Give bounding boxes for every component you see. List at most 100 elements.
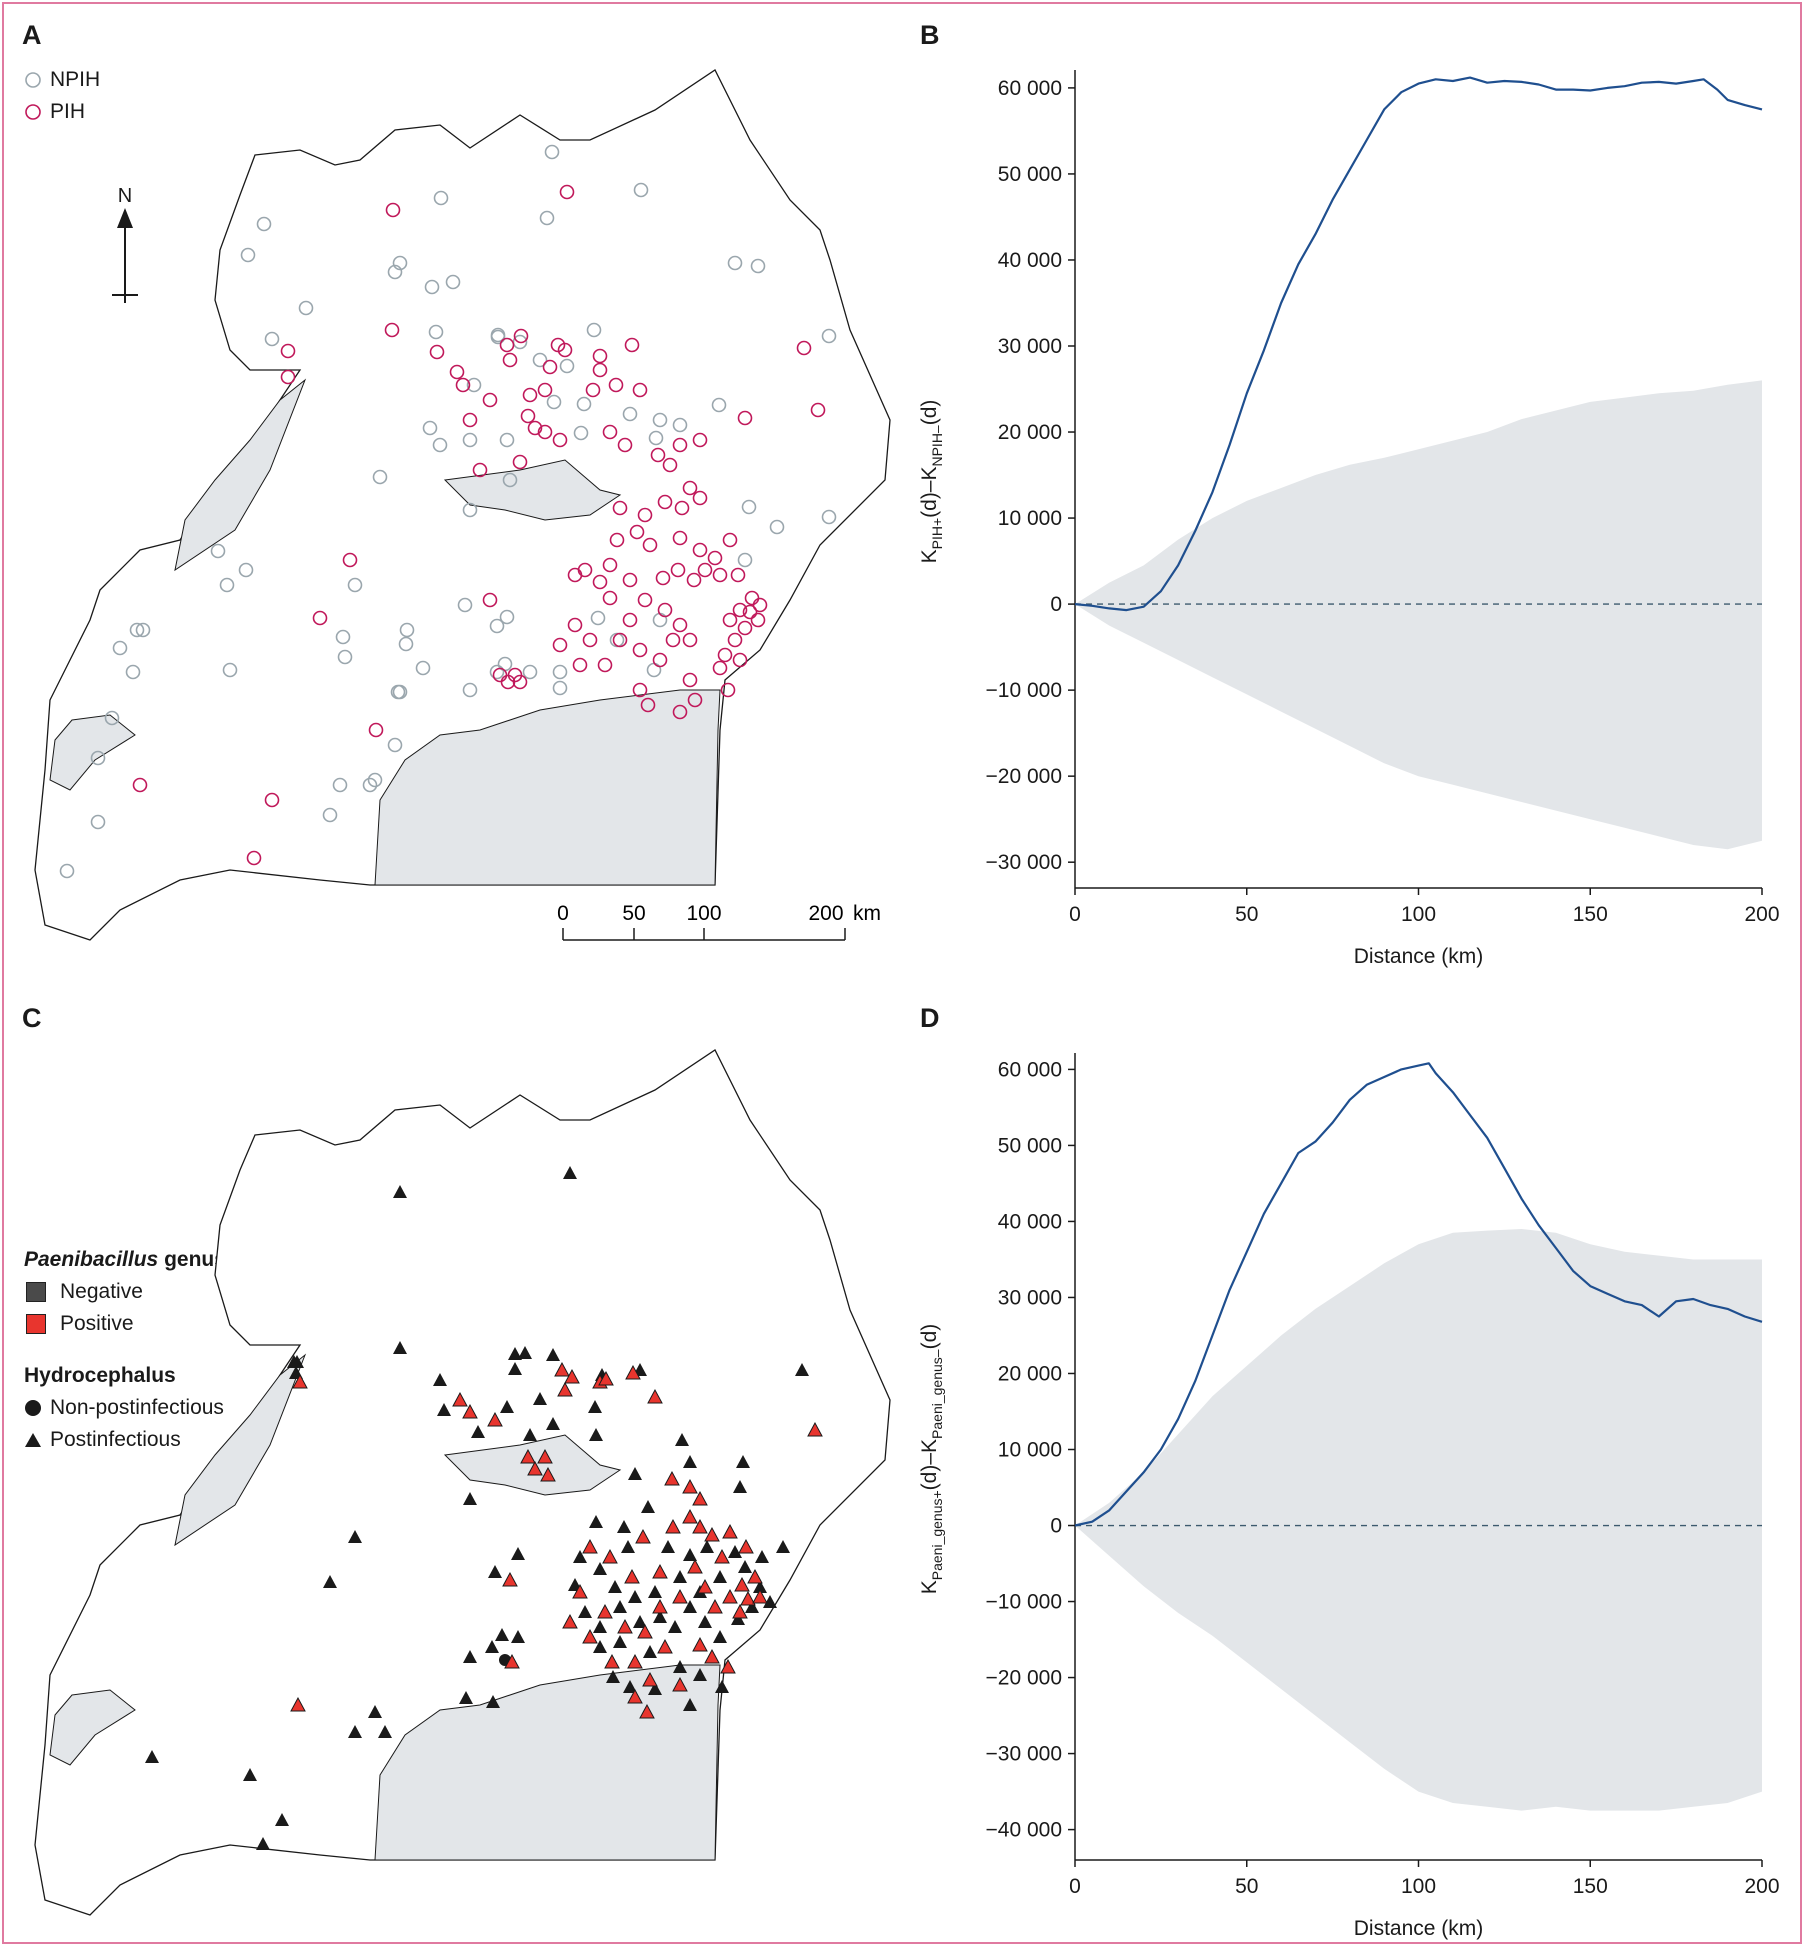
legend-post-label: Postinfectious <box>50 1428 181 1451</box>
negative-triangle <box>617 1520 631 1533</box>
pih-point <box>482 392 498 408</box>
pih-point <box>592 362 608 378</box>
lake-kyoga <box>443 459 622 521</box>
pih-point <box>655 570 671 586</box>
panel-label-a: A <box>22 20 42 50</box>
y-tick-label: 0 <box>1050 593 1062 616</box>
npih-point <box>240 247 256 263</box>
npih-point <box>489 618 505 634</box>
npih-point <box>590 610 606 626</box>
positive-triangle <box>682 1478 698 1494</box>
positive-triangle <box>692 1518 708 1534</box>
pih-point <box>629 524 645 540</box>
pih-point <box>612 632 628 648</box>
negative-triangle <box>641 1500 655 1513</box>
positive-triangle <box>604 1653 620 1669</box>
y-tick-label: −30 000 <box>986 851 1063 874</box>
negative-triangle <box>546 1348 560 1361</box>
pih-point <box>592 348 608 364</box>
pih-point <box>582 632 598 648</box>
negative-triangle <box>608 1580 622 1593</box>
pih-point <box>312 610 328 626</box>
npih-point <box>222 662 238 678</box>
npih-point <box>104 710 120 726</box>
positive-triangle <box>572 1583 588 1599</box>
negative-triangle <box>437 1403 451 1416</box>
negative-triangle <box>508 1347 522 1360</box>
negative-triangle <box>628 1467 642 1480</box>
npih-point <box>298 300 314 316</box>
negative-triangle <box>648 1682 662 1695</box>
npih-point <box>502 472 518 488</box>
pih-point <box>602 557 618 573</box>
npih-point <box>399 622 415 638</box>
pih-point <box>632 682 648 698</box>
pih-point <box>624 337 640 353</box>
npih-point <box>59 863 75 879</box>
pih-point <box>572 657 588 673</box>
pih-point <box>682 480 698 496</box>
negative-triangle <box>508 1362 522 1375</box>
pih-point <box>650 447 666 463</box>
npih-point <box>622 406 638 422</box>
npih-point <box>490 329 506 345</box>
pih-point <box>385 202 401 218</box>
negative-triangle <box>348 1530 362 1543</box>
positive-triangle <box>290 1696 306 1712</box>
negative-triangle <box>683 1698 697 1711</box>
pih-points <box>132 184 826 866</box>
npih-point <box>522 664 538 680</box>
pih-point <box>692 432 708 448</box>
negative-triangle <box>753 1580 767 1593</box>
north-arrow: N <box>112 185 138 303</box>
npih-point <box>750 258 766 274</box>
pih-point <box>727 632 743 648</box>
npih-point <box>387 737 403 753</box>
negative-triangle <box>668 1620 682 1633</box>
negative-triangle <box>393 1341 407 1354</box>
pih-point <box>722 532 738 548</box>
npih-point <box>322 807 338 823</box>
negative-triangle <box>533 1392 547 1405</box>
negative-triangle <box>675 1433 689 1446</box>
negative-triangle <box>243 1768 257 1781</box>
pih-point <box>712 660 728 676</box>
npih-point <box>821 509 837 525</box>
positive-triangle <box>692 1636 708 1652</box>
pih-point <box>537 382 553 398</box>
npih-point <box>499 609 515 625</box>
npih-point <box>256 216 272 232</box>
pih-point <box>513 328 529 344</box>
pih-point <box>527 420 543 436</box>
positive-triangle <box>687 1558 703 1574</box>
negative-triangle <box>275 1813 289 1826</box>
npih-point <box>398 636 414 652</box>
positive-triangle <box>487 1411 503 1427</box>
npih-point <box>489 664 505 680</box>
pih-point <box>717 647 733 663</box>
legend-negative: Negative <box>26 1280 143 1304</box>
npih-point <box>424 279 440 295</box>
pih-point <box>602 590 618 606</box>
legend-genus-italic: Paenibacillus <box>24 1248 159 1271</box>
negative-triangle <box>613 1600 627 1613</box>
pih-point <box>637 507 653 523</box>
filled-circle-icon <box>25 1400 41 1416</box>
positive-triangle <box>707 1598 723 1614</box>
negative-triangle <box>323 1575 337 1588</box>
envelope-band <box>1075 380 1762 850</box>
x-tick-label: 100 <box>1401 903 1436 926</box>
y-tick-label: 60 000 <box>998 1058 1062 1081</box>
positive-triangle <box>639 1703 655 1719</box>
npih-point <box>347 577 363 593</box>
pih-point <box>368 722 384 738</box>
pih-point <box>264 792 280 808</box>
x-tick-label: 150 <box>1573 1875 1608 1898</box>
pih-point <box>280 369 296 385</box>
scale-tick-50: 50 <box>622 902 645 925</box>
negative-triangle <box>613 1635 627 1648</box>
negative-triangle <box>393 1185 407 1198</box>
pih-point <box>810 402 826 418</box>
negative-triangle <box>518 1346 532 1359</box>
